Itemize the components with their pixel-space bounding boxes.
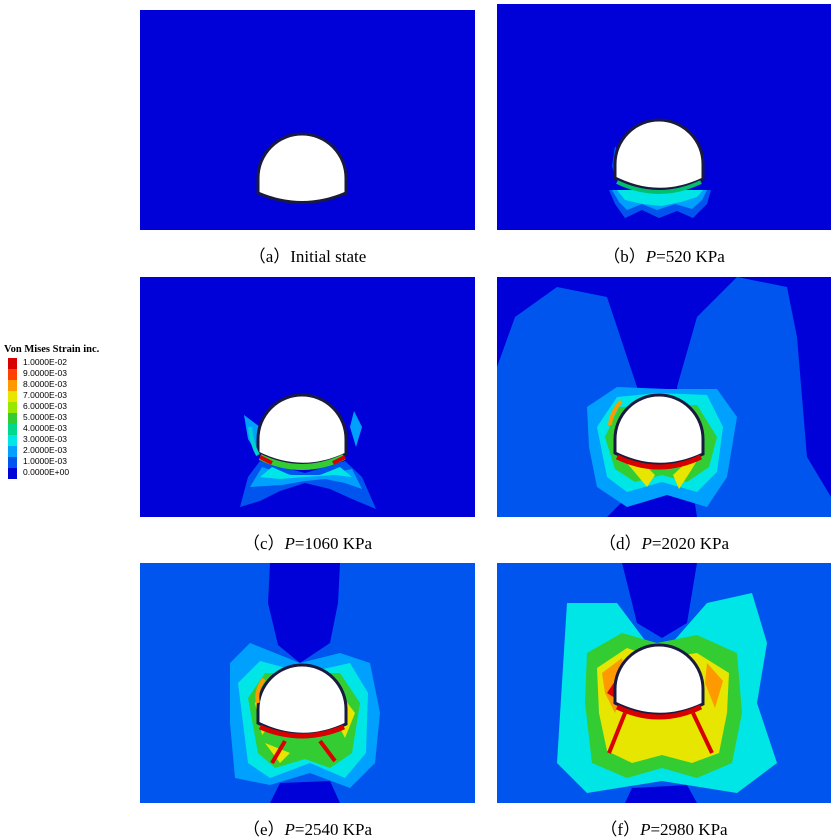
legend-swatch <box>8 358 17 369</box>
caption-variable: P <box>645 247 657 266</box>
caption-f: （f）P=2980 KPa <box>497 815 831 840</box>
contour-panel-e <box>140 563 475 803</box>
legend-swatch <box>8 446 17 457</box>
caption-prefix: （d） <box>598 534 642 553</box>
caption-text: Initial state <box>290 247 367 266</box>
legend-swatch <box>8 413 17 424</box>
legend-swatch <box>8 369 17 380</box>
legend-entry: 7.0000E-03 <box>8 390 133 402</box>
legend-entry: 6.0000E-03 <box>8 401 133 413</box>
caption-text: =2980 KPa <box>650 820 728 839</box>
legend-entry: 5.0000E-03 <box>8 412 133 424</box>
legend-swatch <box>8 435 17 446</box>
legend-swatch <box>8 457 17 468</box>
caption-variable: P <box>641 534 652 553</box>
caption-a: （a）Initial state <box>140 242 475 267</box>
contour-panel-b <box>497 4 831 230</box>
caption-c: （c）P=1060 KPa <box>140 529 475 554</box>
legend-entry: 2.0000E-03 <box>8 445 133 457</box>
legend-title: Von Mises Strain inc. <box>4 344 100 355</box>
legend-swatch <box>8 391 17 402</box>
legend-entry: 1.0000E-03 <box>8 456 133 468</box>
legend-entry: 9.0000E-03 <box>8 368 133 380</box>
legend-swatch <box>8 380 17 391</box>
contour-panel-c <box>140 277 475 517</box>
caption-prefix: （e） <box>242 820 285 839</box>
caption-variable: P <box>284 534 295 553</box>
legend-entry: 3.0000E-03 <box>8 434 133 446</box>
legend-label: 6.0000E-03 <box>23 401 67 411</box>
legend-label: 4.0000E-03 <box>23 423 67 433</box>
legend-label: 1.0000E-02 <box>23 357 67 367</box>
caption-b: （b）P=520 KPa <box>497 242 831 267</box>
caption-text: =520 KPa <box>656 247 725 266</box>
caption-prefix: （f） <box>600 820 641 839</box>
legend-swatch <box>8 468 17 479</box>
legend-swatch <box>8 402 17 413</box>
legend-label: 9.0000E-03 <box>23 368 67 378</box>
caption-variable: P <box>284 820 295 839</box>
legend-label: 3.0000E-03 <box>23 434 67 444</box>
legend-entry: 8.0000E-03 <box>8 379 133 391</box>
caption-prefix: （c） <box>242 534 285 553</box>
legend-label: 8.0000E-03 <box>23 379 67 389</box>
caption-variable: P <box>640 820 651 839</box>
caption-text: =1060 KPa <box>294 534 373 553</box>
caption-text: =2540 KPa <box>294 820 373 839</box>
legend-swatch <box>8 424 17 435</box>
legend-entry: 1.0000E-02 <box>8 357 133 369</box>
contour-panel-f <box>497 563 831 803</box>
legend-entry: 0.0000E+00 <box>8 467 133 479</box>
caption-prefix: （b） <box>603 247 646 266</box>
contour-panel-a <box>140 10 475 230</box>
legend-label: 5.0000E-03 <box>23 412 67 422</box>
legend-label: 1.0000E-03 <box>23 456 67 466</box>
legend-label: 2.0000E-03 <box>23 445 67 455</box>
contour-panel-d <box>497 277 831 517</box>
caption-text: =2020 KPa <box>651 534 729 553</box>
caption-d: （d）P=2020 KPa <box>497 529 831 554</box>
caption-e: （e）P=2540 KPa <box>140 815 475 840</box>
caption-prefix: （a） <box>248 247 291 266</box>
legend-label: 0.0000E+00 <box>23 467 70 477</box>
legend-entry: 4.0000E-03 <box>8 423 133 435</box>
legend-label: 7.0000E-03 <box>23 390 67 400</box>
